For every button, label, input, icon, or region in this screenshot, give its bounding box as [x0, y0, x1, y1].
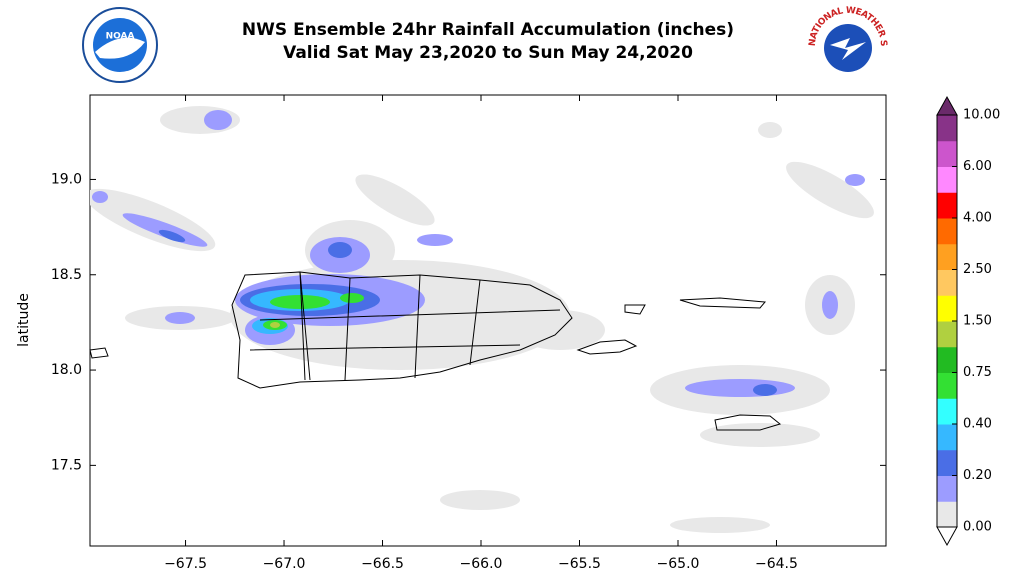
- color-segment: [937, 424, 957, 451]
- color-segment: [937, 449, 957, 476]
- colorbar-label: 1.50: [963, 314, 992, 329]
- colorbar-label: 0.00: [963, 520, 992, 535]
- color-segment: [937, 321, 957, 348]
- color-segment: [937, 501, 957, 528]
- color-segment: [937, 192, 957, 219]
- color-segment: [937, 372, 957, 399]
- y-axis-label: latitude: [16, 293, 32, 347]
- x-tick-label: −66.5: [361, 556, 404, 572]
- colorbar-label: 2.50: [963, 262, 992, 277]
- axes: −67.5 −67.0 −66.5 −66.0 −65.5 −65.0 −64.5 17.5 1…: [51, 95, 886, 572]
- colorbar-label: 10.00: [963, 108, 1000, 123]
- x-tick-label: −65.0: [657, 556, 700, 572]
- under-triangle: [936, 526, 958, 547]
- color-segment: [937, 475, 957, 502]
- x-tick-label: −66.0: [460, 556, 503, 572]
- subtitle: Valid Sat May 23,2020 to Sun May 24,2020: [283, 43, 693, 63]
- colorbar-label: 0.40: [963, 417, 992, 432]
- over-triangle: [936, 95, 958, 116]
- x-tick-label: −64.5: [755, 556, 798, 572]
- colorbar-label: 4.00: [963, 211, 992, 226]
- x-tick-label: −67.0: [263, 556, 306, 572]
- coastlines: [89, 271, 782, 431]
- x-tick-label: −65.5: [558, 556, 601, 572]
- color-segment: [937, 166, 957, 193]
- color-segment: [937, 218, 957, 245]
- color-segment: [937, 269, 957, 296]
- color-segment: [937, 115, 957, 142]
- y-tick-label: 18.5: [51, 267, 82, 283]
- title: NWS Ensemble 24hr Rainfall Accumulation …: [242, 20, 734, 40]
- color-segment: [937, 346, 957, 373]
- color-segment: [937, 398, 957, 425]
- noaa-text: NOAA: [106, 32, 135, 42]
- color-segment: [937, 140, 957, 167]
- y-tick-label: 18.0: [51, 362, 82, 378]
- noaa-logo: NOAA: [82, 7, 158, 83]
- y-tick-label: 17.5: [51, 457, 82, 473]
- color-segment: [937, 295, 957, 322]
- color-segment: [937, 243, 957, 270]
- colorbar-label: 0.75: [963, 365, 992, 380]
- colorbar-label: 6.00: [963, 159, 992, 174]
- colorbar-label: 0.20: [963, 468, 992, 483]
- colorbar: 0.00 0.20 0.40 0.75 1.50 2.50 4.00 6.00 10.00: [936, 95, 1000, 547]
- y-tick-label: 19.0: [51, 171, 82, 187]
- x-tick-label: −67.5: [164, 556, 207, 572]
